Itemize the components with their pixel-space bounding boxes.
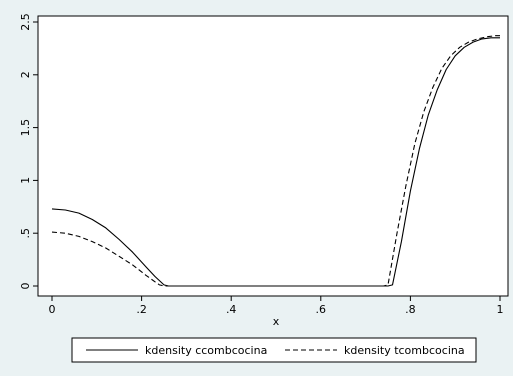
y-tick-label: 1 (19, 177, 32, 184)
y-tick-label: 2.5 (19, 13, 32, 31)
x-tick-label: 0 (49, 303, 56, 316)
x-axis-title: x (273, 315, 280, 328)
legend-label-tcombcocina: kdensity tcombcocina (344, 344, 465, 357)
y-tick-label: 0 (19, 283, 32, 290)
axes-layer: 0 .2 .4 .6 .8 1 0 .5 1 1.5 2 2.5 (19, 13, 504, 316)
series-layer (51, 35, 500, 287)
x-tick-label: .8 (405, 303, 416, 316)
legend: kdensity ccombcocina kdensity tcombcocin… (71, 337, 477, 363)
legend-box (71, 337, 477, 363)
legend-label-ccombcocina: kdensity ccombcocina (145, 344, 267, 357)
x-tick-label: .6 (316, 303, 327, 316)
x-tick-label: 1 (497, 303, 504, 316)
x-tick-label: .2 (136, 303, 147, 316)
plot-area (37, 15, 509, 297)
series-line-tcombcocina (51, 35, 500, 287)
x-tick-label: .4 (226, 303, 237, 316)
y-tick-label: 1.5 (19, 119, 32, 137)
y-tick-label: 2 (19, 71, 32, 78)
y-tick-label: .5 (19, 228, 32, 239)
